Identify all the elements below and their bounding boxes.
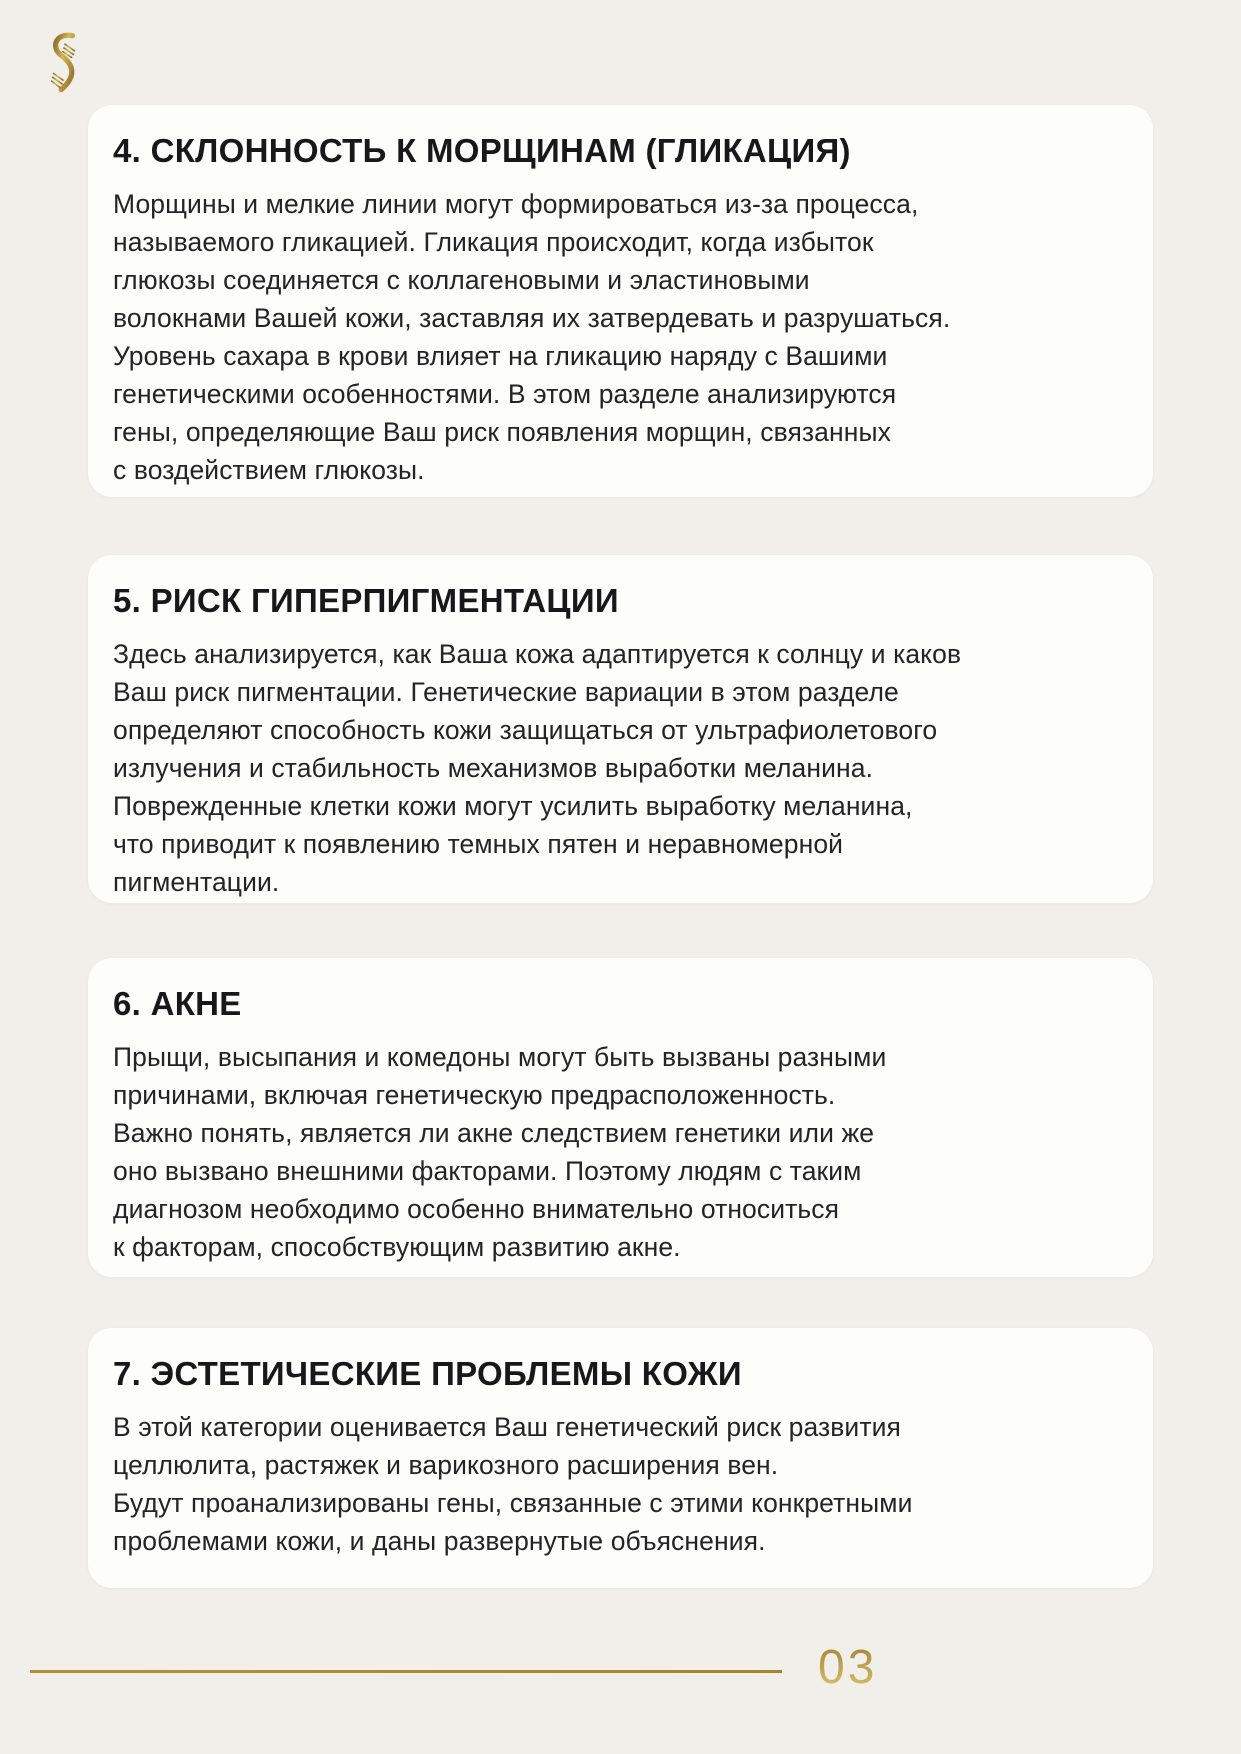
- section-body: Прыщи, высыпания и комедоны могут быть в…: [113, 1042, 887, 1262]
- section-title: 4. СКЛОННОСТЬ К МОРЩИНАМ (ГЛИКАЦИЯ): [113, 132, 851, 169]
- section-title: 6. АКНЕ: [113, 985, 242, 1022]
- section-title: 5. РИСК ГИПЕРПИГМЕНТАЦИИ: [113, 582, 619, 619]
- section-body: В этой категории оценивается Ваш генетич…: [113, 1412, 913, 1556]
- section-body: Здесь анализируется, как Ваша кожа адапт…: [113, 639, 962, 897]
- footer-divider: [30, 1670, 782, 1673]
- section-card-aesthetic-problems: 7. ЭСТЕТИЧЕСКИЕ ПРОБЛЕМЫ КОЖИ В этой кат…: [88, 1328, 1153, 1588]
- section-title: 7. ЭСТЕТИЧЕСКИЕ ПРОБЛЕМЫ КОЖИ: [113, 1355, 742, 1392]
- section-card-wrinkles: 4. СКЛОННОСТЬ К МОРЩИНАМ (ГЛИКАЦИЯ) Морщ…: [88, 105, 1153, 497]
- section-body: Морщины и мелкие линии могут формировать…: [113, 189, 951, 485]
- dna-helix-logo-icon: [46, 30, 82, 100]
- page-number: 03: [818, 1641, 878, 1694]
- section-card-acne: 6. АКНЕ Прыщи, высыпания и комедоны могу…: [88, 958, 1153, 1277]
- section-card-hyperpigmentation: 5. РИСК ГИПЕРПИГМЕНТАЦИИ Здесь анализиру…: [88, 555, 1153, 903]
